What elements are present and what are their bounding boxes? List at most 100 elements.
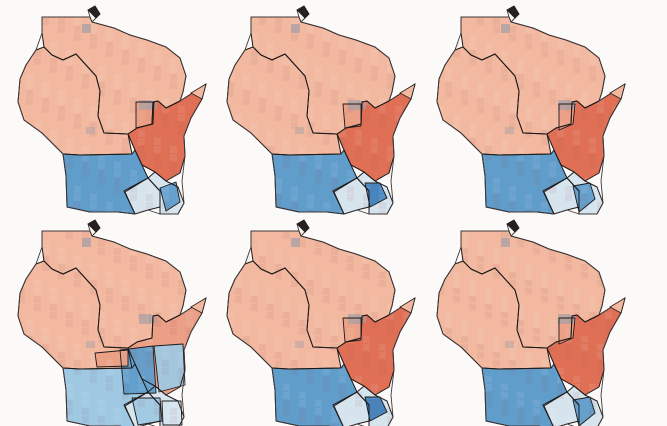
- map-panel-6-fill: [437, 220, 625, 426]
- county-grain-tile: [202, 170, 206, 177]
- county-grain-tile: [202, 320, 206, 327]
- county-grain-tile: [243, 178, 250, 185]
- county-grain-tile: [437, 34, 444, 41]
- county-grain-tile: [565, 18, 572, 25]
- county-grain-tile: [403, 178, 410, 185]
- county-grain-tile: [34, 146, 41, 153]
- county-grain-tile: [403, 336, 410, 343]
- county-grain-tile: [259, 416, 266, 423]
- county-grain-tile: [613, 18, 620, 25]
- county-grain-tile: [411, 42, 415, 49]
- county-grain-tile: [477, 170, 484, 177]
- county-grain-tile: [162, 18, 169, 25]
- county-grain-tile: [18, 122, 25, 129]
- county-grain-tile: [621, 162, 625, 169]
- county-grain-tile: [18, 26, 25, 33]
- county-grain-tile: [613, 264, 620, 271]
- county-grain-tile: [251, 210, 258, 214]
- county-grain-tile: [227, 240, 234, 247]
- county-grain-tile: [202, 178, 206, 185]
- county-grain-tile: [461, 186, 468, 193]
- county-grain-tile: [227, 400, 234, 407]
- county-grain-tile: [605, 58, 612, 65]
- county-grain-tile: [18, 384, 25, 391]
- county-grain-tile: [251, 392, 258, 399]
- county-grain-tile: [581, 248, 588, 255]
- county-grain-tile: [437, 130, 444, 137]
- county-grain-tile: [605, 66, 612, 73]
- county-grain-tile: [621, 312, 625, 319]
- county-grain-tile: [613, 360, 620, 367]
- district-extra-border-4: [131, 397, 163, 426]
- county-grain-tile: [130, 18, 137, 25]
- county-grain-tile: [26, 240, 33, 247]
- county-grain-tile: [613, 376, 620, 383]
- county-grain-tile: [50, 376, 57, 383]
- county-grain-tile: [26, 408, 33, 415]
- county-grain-tile: [243, 162, 250, 169]
- county-grain-tile: [621, 232, 625, 239]
- county-grain-tile: [445, 162, 452, 169]
- county-grain-tile: [26, 186, 33, 193]
- map-panel-1-fill: [18, 6, 206, 214]
- county-grain-tile: [50, 154, 57, 161]
- county-grain-tile: [267, 392, 274, 399]
- county-grain-tile: [437, 210, 444, 214]
- district-extra-border-1: [342, 103, 362, 129]
- island-cluster: [296, 5, 310, 19]
- county-grain-tile: [395, 280, 402, 287]
- county-grain-tile: [235, 376, 242, 383]
- county-grain-tile: [621, 66, 625, 73]
- county-grain-tile: [371, 232, 378, 239]
- county-grain-tile: [613, 114, 620, 121]
- county-grain-tile: [605, 82, 612, 89]
- county-grain-tile: [445, 240, 452, 247]
- county-grain-tile: [18, 272, 25, 279]
- county-grain-tile: [243, 240, 250, 247]
- county-grain-tile: [251, 146, 258, 153]
- county-grain-tile: [26, 232, 33, 239]
- county-grain-tile: [235, 360, 242, 367]
- county-grain-tile: [235, 138, 242, 145]
- county-grain-tile: [411, 376, 415, 383]
- county-grain-tile: [194, 272, 201, 279]
- county-grain-tile: [403, 74, 410, 81]
- county-grain-tile: [227, 248, 234, 255]
- county-grain-tile: [411, 360, 415, 367]
- county-grain-tile: [613, 42, 620, 49]
- county-grain-tile: [437, 360, 444, 367]
- county-grain-tile: [437, 376, 444, 383]
- county-grain-tile: [597, 26, 604, 33]
- county-grain-tile: [34, 376, 41, 383]
- county-grain-tile: [227, 170, 234, 177]
- county-grain-tile: [363, 248, 370, 255]
- county-grain-tile: [403, 248, 410, 255]
- county-grain-tile: [395, 272, 402, 279]
- county-grain-tile: [194, 288, 201, 295]
- county-grain-tile: [395, 202, 402, 209]
- county-grain-tile: [235, 130, 242, 137]
- map-panel-2-fill: [227, 6, 415, 214]
- county-grain-tile: [186, 240, 193, 247]
- county-grain-tile: [379, 18, 386, 25]
- county-grain-tile: [235, 368, 242, 375]
- county-grain-tile: [533, 232, 540, 239]
- county-grain-tile: [42, 416, 49, 423]
- county-grain-tile: [411, 202, 415, 209]
- county-grain-tile: [605, 154, 612, 161]
- county-grain-tile: [461, 416, 468, 423]
- county-grain-tile: [227, 408, 234, 415]
- county-grain-tile: [437, 26, 444, 33]
- county-grain-tile: [613, 288, 620, 295]
- county-grain-tile: [202, 240, 206, 247]
- county-grain-tile: [251, 376, 258, 383]
- county-grain-tile: [42, 170, 49, 177]
- door-peninsula: [190, 83, 207, 100]
- county-grain-tile: [403, 162, 410, 169]
- county-grain-tile: [597, 256, 604, 263]
- county-grain-tile: [621, 178, 625, 185]
- county-grain-tile: [194, 202, 201, 209]
- county-grain-tile: [58, 178, 65, 185]
- county-grain-tile: [251, 368, 258, 375]
